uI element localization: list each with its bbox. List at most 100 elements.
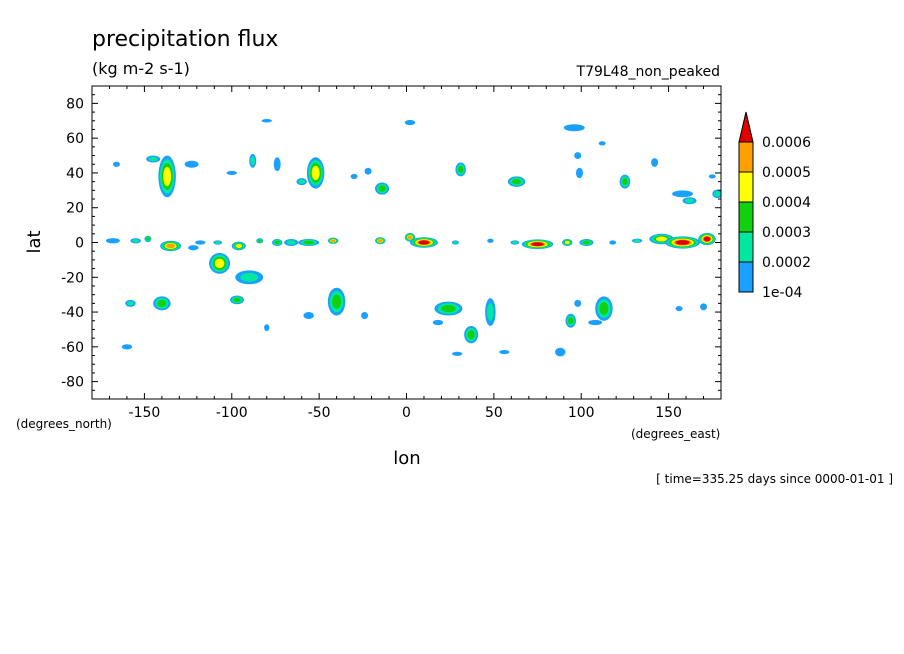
contour-level-1 (105, 238, 120, 244)
contour-level-3 (257, 239, 262, 243)
contour-level-1 (264, 324, 270, 332)
contour-level-1 (574, 299, 582, 307)
precip-feature (298, 239, 320, 246)
colorbar-bin (738, 201, 754, 233)
colorbar-label: 0.0004 (762, 195, 811, 211)
contour-level-1 (112, 161, 120, 167)
contour-level-3 (622, 178, 628, 186)
precip-feature (487, 238, 494, 243)
contour-level-1 (188, 245, 199, 251)
plot-area: -150 -100 -50 0 50 100 150 80 60 40 20 0 -20 -40 -60 -8… (61, 85, 722, 421)
dataset-label: T79L48_non_peaked (576, 64, 720, 80)
contour-level-1 (651, 158, 659, 167)
colorbar-label: 0.0006 (762, 135, 811, 151)
contour-level-2 (453, 241, 458, 244)
contour-level-3 (378, 185, 386, 192)
precip-feature (112, 161, 120, 167)
precip-feature (672, 190, 694, 198)
precip-feature (507, 176, 526, 187)
contour-level-5 (166, 243, 176, 249)
contour-level-2 (633, 239, 641, 243)
precip-feature (409, 237, 438, 248)
precip-feature (675, 305, 683, 312)
y-tick-label: 80 (66, 96, 84, 112)
y-tick-label: 20 (66, 201, 84, 217)
chart-units: (kg m-2 s-1) (92, 59, 190, 78)
precip-feature (264, 324, 270, 332)
precip-feature (375, 237, 386, 245)
colorbar-bin (738, 261, 754, 293)
precip-feature (619, 174, 631, 189)
axis-ticks: -150 -100 -50 0 50 100 150 80 60 40 20 0 -20 -40 -60 -8… (61, 85, 722, 421)
x-axis-label: lon (393, 448, 420, 469)
contour-level-4 (163, 166, 172, 187)
precip-feature (708, 174, 716, 179)
contour-level-1 (708, 174, 716, 179)
precip-feature (231, 241, 246, 251)
precip-feature (665, 236, 701, 249)
contour-level-1 (499, 349, 510, 355)
precip-feature (499, 349, 510, 355)
precip-feature (451, 240, 459, 245)
precip-feature (364, 167, 372, 175)
contour-level-6 (703, 236, 711, 242)
precip-feature (451, 351, 463, 356)
precip-feature (631, 238, 643, 243)
precip-feature (712, 189, 721, 199)
precip-feature (146, 155, 161, 163)
contour-level-2 (127, 301, 134, 306)
precip-feature (574, 152, 582, 160)
contour-level-1 (574, 152, 582, 160)
contour-level-3 (568, 317, 574, 325)
contour-level-3 (157, 299, 167, 307)
precip-feature (562, 239, 573, 246)
contour-level-6 (675, 240, 690, 245)
contour-level-3 (599, 302, 609, 315)
precip-feature (455, 162, 466, 177)
contour-level-4 (564, 240, 570, 245)
contour-level-2 (132, 239, 140, 243)
contour-level-6 (531, 242, 544, 247)
contour-level-2 (148, 156, 158, 162)
precip-feature (464, 325, 479, 344)
precip-feature (160, 240, 182, 252)
precip-feature (682, 197, 697, 205)
contour-level-2 (286, 240, 296, 245)
y-axis-label: lat (24, 230, 45, 253)
precip-feature (510, 240, 520, 245)
contour-level-3 (274, 240, 280, 245)
contour-level-3 (146, 237, 150, 241)
precip-feature (153, 296, 171, 311)
contour-level-3 (582, 240, 591, 245)
precip-feature (130, 238, 141, 244)
contour-level-2 (487, 303, 494, 321)
precip-feature (249, 153, 257, 168)
contour-level-3 (467, 330, 475, 340)
precip-feature (209, 252, 231, 274)
colorbar-label: 0.0003 (762, 225, 811, 241)
precip-feature (327, 287, 346, 316)
contour-level-1 (364, 167, 372, 175)
contour-level-1 (700, 303, 708, 311)
precip-feature (432, 319, 444, 326)
precip-feature (184, 160, 199, 168)
precip-feature (598, 141, 606, 146)
precip-feature (125, 299, 136, 307)
contour-level-1 (195, 240, 206, 245)
precip-feature (296, 178, 307, 186)
contour-level-1 (184, 160, 199, 168)
precip-feature (485, 298, 496, 326)
contour-level-2 (685, 198, 695, 203)
precip-feature (188, 245, 199, 251)
precip-feature (565, 313, 576, 328)
contour-level-6 (418, 240, 430, 245)
precip-feature (555, 347, 566, 357)
precip-feature (404, 119, 416, 126)
precip-feature (261, 119, 272, 123)
colorbar-label: 1e-04 (762, 285, 802, 301)
colorbar-bin (738, 171, 754, 203)
colorbar-extend-arrow (738, 111, 754, 143)
x-tick-label: 150 (655, 405, 682, 421)
y-tick-label: -20 (61, 270, 84, 286)
